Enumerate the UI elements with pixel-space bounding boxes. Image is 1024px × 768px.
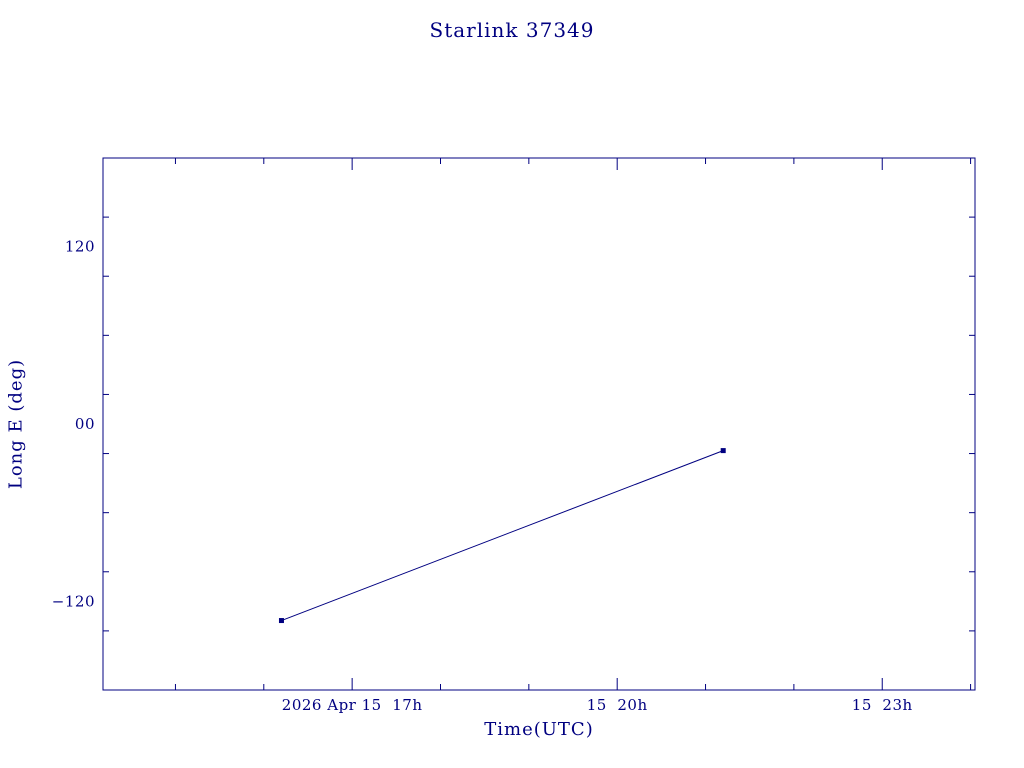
y-axis-label: Long E (deg) <box>5 358 27 490</box>
x-tick-label: 15 20h <box>587 696 648 714</box>
chart-title: Starlink 37349 <box>429 18 595 42</box>
y-tick-label: 120 <box>65 238 95 256</box>
y-tick-label: 00 <box>75 415 95 433</box>
x-axis-label: Time(UTC) <box>484 719 594 740</box>
data-line <box>281 450 724 622</box>
plot-frame <box>102 157 976 691</box>
x-tick-label: 15 23h <box>852 696 913 714</box>
x-tick-label: 2026 Apr 15 17h <box>282 696 423 714</box>
y-tick-label: −120 <box>52 592 95 610</box>
data-point-marker <box>720 448 726 454</box>
data-point-marker <box>278 618 284 624</box>
